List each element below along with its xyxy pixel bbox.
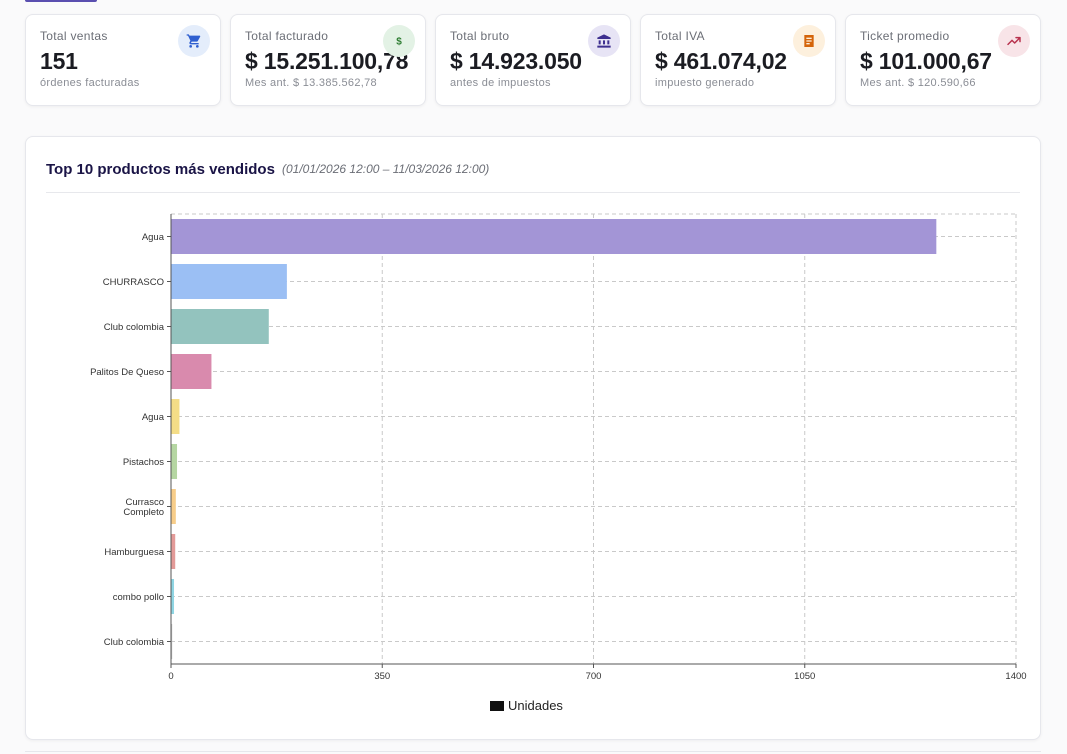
legend-label: Unidades: [508, 698, 563, 713]
kpi-value: $ 14.923.050: [450, 48, 582, 74]
bar: [171, 354, 212, 389]
legend-swatch: [490, 701, 504, 711]
y-tick-label: combo pollo: [113, 592, 164, 603]
kpi-value: $ 15.251.100,78: [245, 48, 409, 74]
y-tick-label: Club colombia: [104, 322, 165, 333]
chart-date-range: (01/01/2026 12:00 – 11/03/2026 12:00): [282, 162, 490, 176]
kpi-title: Total facturado: [245, 29, 329, 43]
kpi-subtitle: órdenes facturadas: [40, 77, 140, 89]
kpi-card-total-facturado: Total facturado $ 15.251.100,78 Mes ant.…: [230, 14, 426, 106]
bar: [171, 624, 173, 659]
x-tick-label: 350: [374, 671, 390, 682]
y-tick-label: CHURRASCO: [103, 277, 164, 288]
kpi-value: $ 461.074,02: [655, 48, 787, 74]
bar: [171, 579, 175, 614]
bar-chart: Agua CHURRASCO Club colombia Palitos De Que…: [90, 213, 1027, 713]
kpi-card-total-ventas: Total ventas 151 órdenes facturadas: [25, 14, 221, 106]
bar: [171, 309, 269, 344]
bank-icon: [588, 25, 620, 57]
bar: [171, 534, 176, 569]
x-tick-label: 700: [586, 671, 602, 682]
y-tick-label: Agua: [142, 232, 165, 243]
y-tick-label: Agua: [142, 412, 165, 423]
kpi-title: Total ventas: [40, 29, 108, 43]
bar: [171, 219, 937, 254]
chart-header: Top 10 productos más vendidos (01/01/202…: [46, 161, 1020, 193]
x-tick-label: 1400: [1005, 671, 1026, 682]
dollar-icon: $: [383, 25, 415, 57]
kpi-card-total-bruto: Total bruto $ 14.923.050 antes de impues…: [435, 14, 631, 106]
kpi-subtitle: Mes ant. $ 120.590,66: [860, 77, 976, 89]
active-tab-indicator: [25, 0, 97, 2]
kpi-row: Total ventas 151 órdenes facturadas Tota…: [25, 14, 1041, 106]
kpi-subtitle: antes de impuestos: [450, 77, 551, 89]
kpi-card-total-iva: Total IVA $ 461.074,02 impuesto generado: [640, 14, 836, 106]
svg-text:$: $: [396, 36, 402, 47]
bar: [171, 489, 176, 524]
kpi-title: Total IVA: [655, 29, 705, 43]
x-tick-label: 0: [168, 671, 173, 682]
cart-icon: [178, 25, 210, 57]
kpi-title: Total bruto: [450, 29, 510, 43]
kpi-value: 151: [40, 48, 78, 74]
kpi-title: Ticket promedio: [860, 29, 950, 43]
y-tick-label: Club colombia: [104, 637, 165, 648]
bar: [171, 264, 287, 299]
next-card-edge: [25, 751, 1041, 752]
top-products-card: Top 10 productos más vendidos (01/01/202…: [25, 136, 1041, 740]
kpi-card-ticket-promedio: Ticket promedio $ 101.000,67 Mes ant. $ …: [845, 14, 1041, 106]
bar: [171, 399, 180, 434]
kpi-subtitle: Mes ant. $ 13.385.562,78: [245, 77, 377, 89]
y-tick-label: Currasco Completo: [123, 497, 164, 518]
receipt-icon: [793, 25, 825, 57]
kpi-value: $ 101.000,67: [860, 48, 992, 74]
y-tick-label: Palitos De Queso: [90, 367, 164, 378]
trending-up-icon: [998, 25, 1030, 57]
x-tick-label: 1050: [794, 671, 815, 682]
kpi-subtitle: impuesto generado: [655, 77, 755, 89]
y-tick-label: Hamburguesa: [104, 547, 164, 558]
chart-title: Top 10 productos más vendidos: [46, 161, 275, 178]
bar: [171, 444, 178, 479]
y-tick-label: Pistachos: [123, 457, 164, 468]
